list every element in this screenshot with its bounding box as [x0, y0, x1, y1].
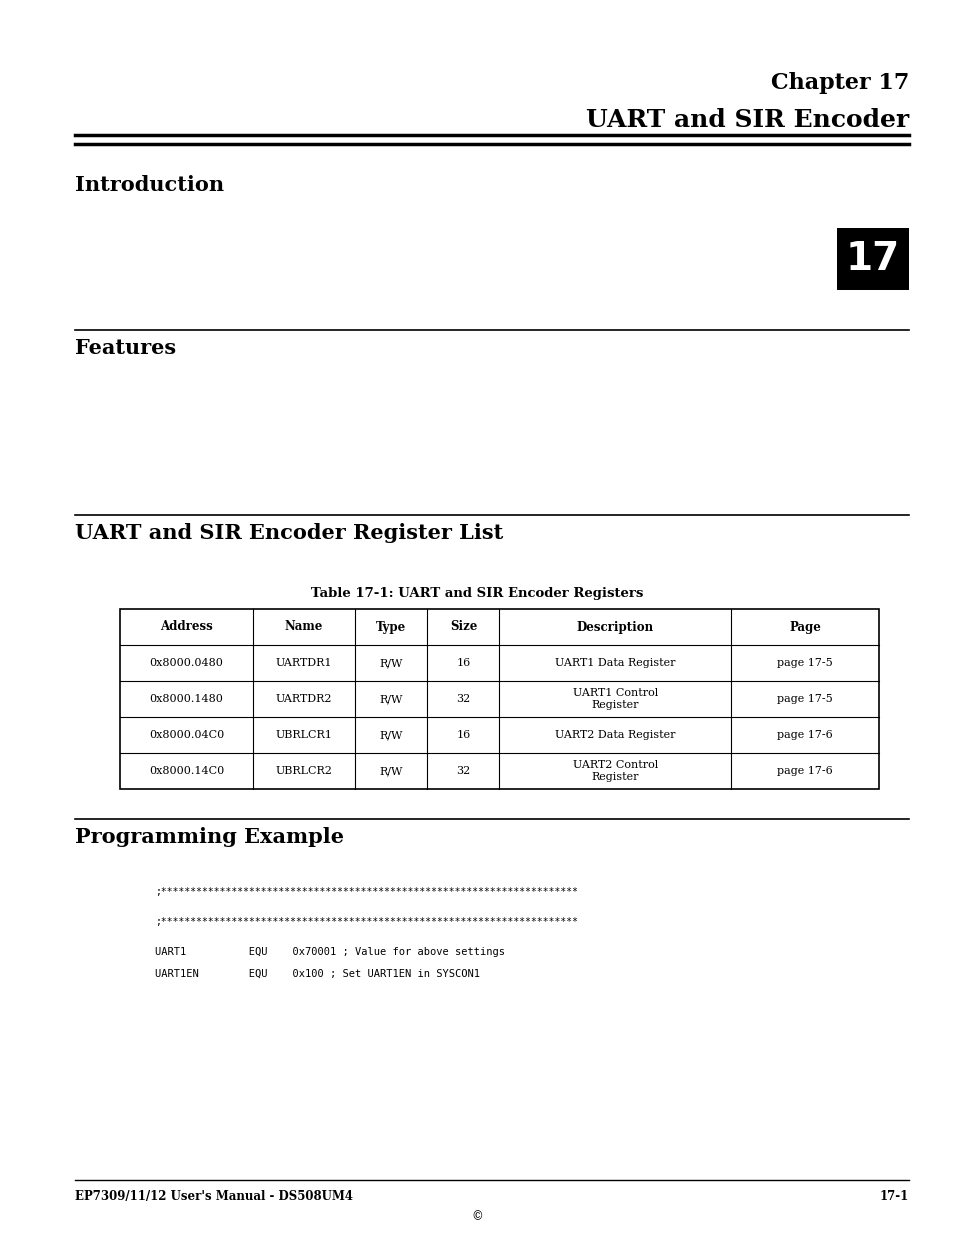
Text: UART1          EQU    0x70001 ; Value for above settings: UART1 EQU 0x70001 ; Value for above sett…: [154, 947, 504, 957]
Text: R/W: R/W: [379, 694, 402, 704]
Text: Programming Example: Programming Example: [75, 827, 344, 847]
Text: UBRLCR1: UBRLCR1: [275, 730, 333, 740]
Text: 0x8000.14C0: 0x8000.14C0: [149, 766, 224, 776]
Text: Name: Name: [285, 620, 323, 634]
Text: Type: Type: [375, 620, 406, 634]
Text: 17: 17: [845, 240, 900, 278]
Text: page 17-5: page 17-5: [777, 694, 832, 704]
Text: R/W: R/W: [379, 658, 402, 668]
Text: ;***********************************************************************: ;***************************************…: [154, 918, 578, 927]
Text: EP7309/11/12 User's Manual - DS508UM4: EP7309/11/12 User's Manual - DS508UM4: [75, 1191, 353, 1203]
Text: 0x8000.1480: 0x8000.1480: [150, 694, 223, 704]
Text: page 17-6: page 17-6: [777, 766, 832, 776]
Text: UBRLCR2: UBRLCR2: [275, 766, 333, 776]
Text: Page: Page: [788, 620, 821, 634]
Text: UARTDR2: UARTDR2: [275, 694, 332, 704]
Bar: [836, 228, 908, 290]
Text: ©: ©: [471, 1210, 482, 1223]
Text: UART2 Data Register: UART2 Data Register: [555, 730, 675, 740]
Text: Table 17-1: UART and SIR Encoder Registers: Table 17-1: UART and SIR Encoder Registe…: [311, 587, 642, 600]
Text: 32: 32: [456, 694, 470, 704]
Text: 0x8000.04C0: 0x8000.04C0: [149, 730, 224, 740]
Text: 32: 32: [456, 766, 470, 776]
Text: UART and SIR Encoder Register List: UART and SIR Encoder Register List: [75, 522, 503, 543]
Text: UARTDR1: UARTDR1: [275, 658, 332, 668]
Text: 16: 16: [456, 730, 470, 740]
Text: UART2 Control
Register: UART2 Control Register: [572, 760, 658, 782]
Text: 0x8000.0480: 0x8000.0480: [150, 658, 223, 668]
Text: UART and SIR Encoder: UART and SIR Encoder: [585, 107, 908, 132]
Text: ;***********************************************************************: ;***************************************…: [154, 887, 578, 897]
Text: UART1EN        EQU    0x100 ; Set UART1EN in SYSCON1: UART1EN EQU 0x100 ; Set UART1EN in SYSCO…: [154, 969, 479, 979]
Text: page 17-6: page 17-6: [777, 730, 832, 740]
Bar: [120, 609, 878, 789]
Text: Introduction: Introduction: [75, 175, 224, 195]
Text: UART1 Data Register: UART1 Data Register: [555, 658, 675, 668]
Text: Chapter 17: Chapter 17: [770, 72, 908, 94]
Text: Size: Size: [449, 620, 476, 634]
Text: 16: 16: [456, 658, 470, 668]
Text: R/W: R/W: [379, 730, 402, 740]
Text: Address: Address: [160, 620, 213, 634]
Text: Description: Description: [576, 620, 653, 634]
Text: UART1 Control
Register: UART1 Control Register: [572, 688, 658, 710]
Text: page 17-5: page 17-5: [777, 658, 832, 668]
Text: R/W: R/W: [379, 766, 402, 776]
Text: Features: Features: [75, 338, 176, 358]
Text: 17-1: 17-1: [879, 1191, 908, 1203]
